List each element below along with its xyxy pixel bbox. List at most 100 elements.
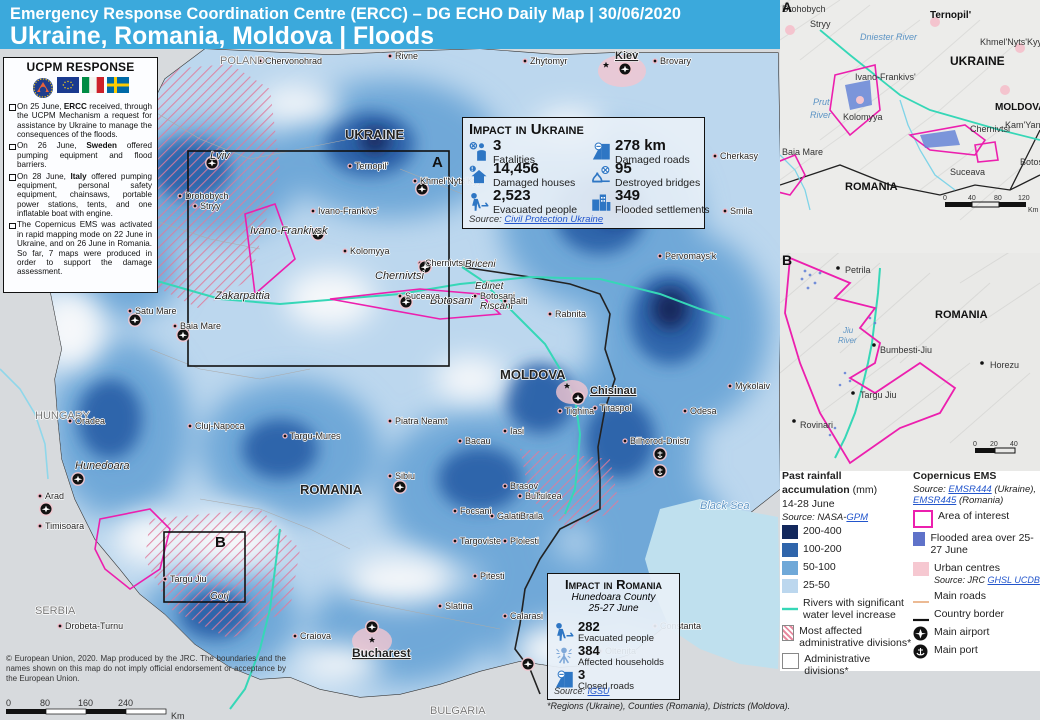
svg-text:MOLDOVA: MOLDOVA [995, 102, 1040, 113]
svg-text:Smila: Smila [730, 206, 753, 216]
svg-text:Chervonohrad: Chervonohrad [265, 56, 322, 66]
svg-text:Bumbesti-Jiu: Bumbesti-Jiu [880, 345, 932, 355]
svg-text:Bacau: Bacau [465, 436, 491, 446]
svg-text:240: 240 [118, 698, 133, 708]
svg-text:Petrila: Petrila [845, 265, 871, 275]
svg-text:Cherkasy: Cherkasy [720, 151, 759, 161]
svg-text:0: 0 [973, 441, 977, 448]
svg-text:Targoviste: Targoviste [460, 536, 501, 546]
svg-text:Calarasi: Calarasi [510, 611, 543, 621]
svg-text:Braila: Braila [520, 511, 543, 521]
svg-text:Briceni: Briceni [465, 259, 496, 270]
svg-text:Targu Jiu: Targu Jiu [170, 574, 207, 584]
svg-text:SERBIA: SERBIA [35, 605, 76, 617]
svg-text:Rovinari: Rovinari [800, 420, 833, 430]
svg-text:Edinet: Edinet [475, 281, 505, 292]
svg-text:Craiova: Craiova [300, 631, 331, 641]
svg-text:Sibiu: Sibiu [395, 471, 415, 481]
svg-text:MOLDOVA: MOLDOVA [500, 367, 566, 382]
svg-text:Timisoara: Timisoara [45, 521, 84, 531]
svg-text:Focsani: Focsani [460, 506, 492, 516]
svg-text:Balti: Balti [510, 296, 528, 306]
svg-text:Ivano-Frankivs': Ivano-Frankivs' [318, 206, 379, 216]
svg-text:Suceava: Suceava [950, 167, 985, 177]
svg-text:Odesa: Odesa [690, 406, 717, 416]
svg-text:Ivano-Frankivs': Ivano-Frankivs' [855, 72, 916, 82]
svg-text:Tighina: Tighina [565, 406, 594, 416]
svg-text:Stryy: Stryy [200, 201, 221, 211]
svg-text:Iasi: Iasi [510, 426, 524, 436]
svg-text:Chernivtsi: Chernivtsi [375, 270, 424, 282]
svg-text:Km: Km [171, 711, 185, 720]
svg-text:20: 20 [990, 441, 998, 448]
svg-text:A: A [782, 0, 792, 15]
svg-text:BULGARIA: BULGARIA [430, 705, 486, 717]
svg-text:Riscani: Riscani [480, 301, 514, 312]
svg-text:Ternopil': Ternopil' [355, 161, 389, 171]
svg-text:Targu Jiu: Targu Jiu [860, 390, 897, 400]
svg-text:A: A [432, 154, 443, 171]
svg-text:80: 80 [994, 195, 1002, 202]
svg-text:Gorj: Gorj [210, 591, 230, 602]
svg-text:0: 0 [943, 195, 947, 202]
svg-text:Bilhorod-Dnistr: Bilhorod-Dnistr [630, 436, 690, 446]
svg-text:UKRAINE: UKRAINE [950, 54, 1005, 68]
svg-text:ROMANIA: ROMANIA [300, 482, 363, 497]
svg-text:Zhytomyr: Zhytomyr [530, 56, 568, 66]
svg-text:0: 0 [6, 698, 11, 708]
svg-text:Tiraspol: Tiraspol [600, 403, 632, 413]
svg-text:Baia Mare: Baia Mare [180, 321, 221, 331]
svg-text:40: 40 [968, 195, 976, 202]
svg-text:Kolomyya: Kolomyya [350, 246, 390, 256]
svg-text:Suceava: Suceava [405, 291, 440, 301]
svg-text:Baia Mare: Baia Mare [782, 147, 823, 157]
svg-text:Kiev: Kiev [615, 50, 639, 62]
svg-text:Mykolaiv: Mykolaiv [735, 381, 771, 391]
svg-text:Slatina: Slatina [445, 601, 473, 611]
svg-text:Lviv: Lviv [210, 150, 231, 162]
svg-text:Tulcea: Tulcea [535, 491, 562, 501]
svg-text:80: 80 [40, 698, 50, 708]
svg-text:Rabnita: Rabnita [555, 309, 586, 319]
svg-text:B: B [215, 534, 226, 551]
svg-text:Khmel'Nyts'Kyy: Khmel'Nyts'Kyy [980, 37, 1040, 47]
svg-text:Chernivtsi: Chernivtsi [425, 258, 465, 268]
svg-text:120: 120 [1018, 195, 1030, 202]
svg-text:River: River [810, 110, 832, 120]
svg-text:Drobeta-Turnu: Drobeta-Turnu [65, 621, 123, 631]
svg-text:Cluj-Napoca: Cluj-Napoca [195, 421, 245, 431]
svg-text:Rivne: Rivne [395, 51, 418, 61]
svg-text:POLAND: POLAND [220, 55, 265, 67]
svg-text:40: 40 [1010, 441, 1018, 448]
svg-text:UKRAINE: UKRAINE [345, 127, 405, 142]
svg-text:Dniester River: Dniester River [860, 32, 918, 42]
svg-text:Targu-Mures: Targu-Mures [290, 431, 341, 441]
svg-text:Arad: Arad [45, 491, 64, 501]
svg-text:Pervomays'k: Pervomays'k [665, 251, 717, 261]
svg-text:Zakarpattia: Zakarpattia [214, 290, 270, 302]
svg-text:Black Sea: Black Sea [700, 500, 750, 512]
svg-text:Pitesti: Pitesti [480, 571, 505, 581]
svg-text:Jiu: Jiu [842, 326, 854, 335]
svg-text:Kam'Yanets'-Pod: Kam'Yanets'-Pod [1005, 120, 1040, 130]
svg-text:Hunedoara: Hunedoara [75, 460, 129, 472]
svg-text:Oradea: Oradea [75, 416, 105, 426]
svg-text:Kolomyya: Kolomyya [843, 112, 883, 122]
svg-text:Brasov: Brasov [510, 481, 539, 491]
svg-text:Ploiesti: Ploiesti [510, 536, 539, 546]
svg-text:Bucharest: Bucharest [352, 646, 411, 660]
svg-text:Drohobych: Drohobych [185, 191, 229, 201]
svg-text:River: River [838, 336, 857, 345]
svg-text:ROMANIA: ROMANIA [845, 181, 898, 193]
svg-text:Botosani: Botosani [1020, 157, 1040, 167]
svg-text:Stryy: Stryy [810, 19, 831, 29]
svg-text:Km: Km [1028, 207, 1039, 214]
svg-text:Chernivtsi: Chernivtsi [970, 124, 1010, 134]
svg-text:Ternopil': Ternopil' [930, 10, 971, 21]
svg-text:Horezu: Horezu [990, 360, 1019, 370]
svg-text:Satu Mare: Satu Mare [135, 306, 177, 316]
svg-text:Chisinau: Chisinau [590, 385, 636, 397]
svg-text:Brovary: Brovary [660, 56, 692, 66]
svg-text:Ivano-Frankivsk: Ivano-Frankivsk [250, 225, 328, 237]
svg-text:Piatra Neamt: Piatra Neamt [395, 416, 448, 426]
